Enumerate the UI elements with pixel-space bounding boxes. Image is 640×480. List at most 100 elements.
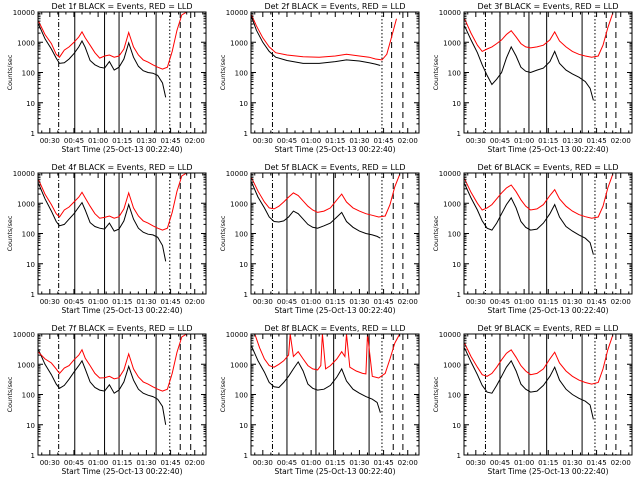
x-tick-label: 02:00: [398, 137, 418, 145]
x-tick-label: 02:00: [611, 137, 631, 145]
x-axis-label: Start Time (25-Oct-13 00:22:40): [274, 467, 395, 476]
y-tick-label: 10: [452, 261, 461, 269]
y-tick-label: 10: [239, 422, 248, 430]
x-tick-label: 01:30: [136, 459, 156, 467]
lld-series-line: [464, 335, 614, 385]
x-tick-label: 00:45: [64, 137, 84, 145]
x-tick-label: 01:00: [88, 137, 108, 145]
x-tick-label: 00:30: [253, 459, 273, 467]
x-tick-label: 00:45: [490, 459, 510, 467]
y-tick-label: 1000: [230, 39, 248, 47]
y-tick-label: 1: [244, 130, 248, 138]
lld-series-line: [38, 173, 187, 231]
x-tick-label: 00:45: [64, 298, 84, 306]
y-tick-label: 10000: [226, 170, 248, 178]
events-series-line: [251, 16, 381, 66]
x-tick-label: 02:00: [185, 459, 205, 467]
plot-frame: [37, 172, 207, 295]
x-tick-label: 01:30: [562, 459, 582, 467]
events-series-line: [38, 23, 167, 98]
y-tick-label: 10: [26, 100, 35, 108]
y-tick-label: 1000: [443, 200, 461, 208]
y-tick-label: 100: [22, 392, 35, 400]
y-tick-label: 1000: [17, 200, 35, 208]
x-tick-label: 00:45: [277, 298, 297, 306]
y-tick-label: 10000: [13, 170, 35, 178]
y-tick-label: 1000: [230, 361, 248, 369]
lld-series-line: [38, 334, 187, 392]
x-tick-label: 01:45: [373, 137, 393, 145]
x-axis-label: Start Time (25-Oct-13 00:22:40): [274, 306, 395, 315]
x-tick-label: 01:15: [538, 298, 558, 306]
panel-title: Det 8f BLACK = Events, RED = LLD: [264, 324, 405, 333]
chart-panel-6: 1 10 100 1000 10000 00:30 00:45 01:00 01:15 01:30…: [432, 163, 633, 315]
y-axis-label: Counts/sec: [432, 215, 440, 251]
y-tick-label: 1000: [443, 361, 461, 369]
x-tick-label: 00:30: [40, 137, 60, 145]
y-tick-label: 1: [31, 452, 35, 460]
y-tick-label: 10: [452, 100, 461, 108]
chart-panel-2: 1 10 100 1000 10000 00:30 00:45 01:00 01:15 01:30…: [219, 2, 420, 154]
x-tick-label: 01:00: [301, 137, 321, 145]
events-series-line: [464, 25, 594, 101]
x-tick-label: 01:15: [538, 137, 558, 145]
y-tick-label: 1: [31, 130, 35, 138]
x-axis-label: Start Time (25-Oct-13 00:22:40): [487, 145, 608, 154]
x-tick-label: 00:45: [490, 137, 510, 145]
x-tick-label: 00:30: [466, 137, 486, 145]
y-tick-label: 1: [244, 452, 248, 460]
x-tick-label: 01:45: [586, 137, 606, 145]
y-tick-label: 100: [448, 231, 461, 239]
y-tick-label: 1: [244, 291, 248, 299]
x-axis-label: Start Time (25-Oct-13 00:22:40): [487, 306, 608, 315]
x-tick-label: 00:30: [40, 459, 60, 467]
panel-title: Det 4f BLACK = Events, RED = LLD: [51, 163, 192, 172]
y-axis-label: Counts/sec: [432, 54, 440, 90]
x-tick-label: 01:30: [349, 459, 369, 467]
lld-series-line: [251, 14, 397, 61]
panel-title: Det 7f BLACK = Events, RED = LLD: [51, 324, 192, 333]
x-tick-label: 01:30: [136, 298, 156, 306]
lld-series-line: [251, 334, 401, 379]
lld-series-line: [38, 12, 187, 70]
x-tick-label: 01:15: [112, 459, 132, 467]
events-series-line: [251, 181, 381, 239]
y-tick-label: 10000: [13, 9, 35, 17]
y-tick-label: 1000: [443, 39, 461, 47]
plot-frame: [37, 333, 207, 456]
y-tick-label: 100: [235, 231, 248, 239]
y-tick-label: 1000: [230, 200, 248, 208]
events-series-line: [464, 183, 594, 255]
x-tick-label: 01:30: [136, 137, 156, 145]
x-axis-label: Start Time (25-Oct-13 00:22:40): [61, 467, 182, 476]
x-tick-label: 00:45: [277, 459, 297, 467]
chart-panel-1: 1 10 100 1000 10000 00:30 00:45 01:00 01:15 01:30…: [6, 2, 207, 154]
y-tick-label: 100: [448, 392, 461, 400]
x-tick-label: 02:00: [398, 298, 418, 306]
y-tick-label: 100: [22, 70, 35, 78]
x-tick-label: 01:00: [88, 298, 108, 306]
y-axis-label: Counts/sec: [6, 215, 14, 251]
chart-panel-3: 1 10 100 1000 10000 00:30 00:45 01:00 01:15 01:30…: [432, 2, 633, 154]
panel-title: Det 9f BLACK = Events, RED = LLD: [477, 324, 618, 333]
y-tick-label: 1: [457, 291, 461, 299]
y-tick-label: 10: [239, 261, 248, 269]
panel-title: Det 5f BLACK = Events, RED = LLD: [264, 163, 405, 172]
x-tick-label: 00:30: [466, 298, 486, 306]
x-tick-label: 02:00: [185, 137, 205, 145]
chart-panel-8: 1 10 100 1000 10000 00:30 00:45 01:00 01:15 01:30…: [219, 324, 420, 476]
plot-frame: [37, 11, 207, 134]
x-tick-label: 00:30: [253, 137, 273, 145]
x-tick-label: 01:30: [349, 137, 369, 145]
y-tick-label: 1: [457, 130, 461, 138]
y-axis-label: Counts/sec: [219, 54, 227, 90]
plot-frame: [250, 333, 420, 456]
x-axis-label: Start Time (25-Oct-13 00:22:40): [487, 467, 608, 476]
chart-panel-9: 1 10 100 1000 10000 00:30 00:45 01:00 01:15 01:30…: [432, 324, 633, 476]
y-tick-label: 10000: [439, 331, 461, 339]
x-tick-label: 01:00: [301, 459, 321, 467]
y-axis-label: Counts/sec: [6, 54, 14, 90]
y-axis-label: Counts/sec: [219, 376, 227, 412]
y-tick-label: 10000: [226, 9, 248, 17]
y-tick-label: 10: [239, 100, 248, 108]
